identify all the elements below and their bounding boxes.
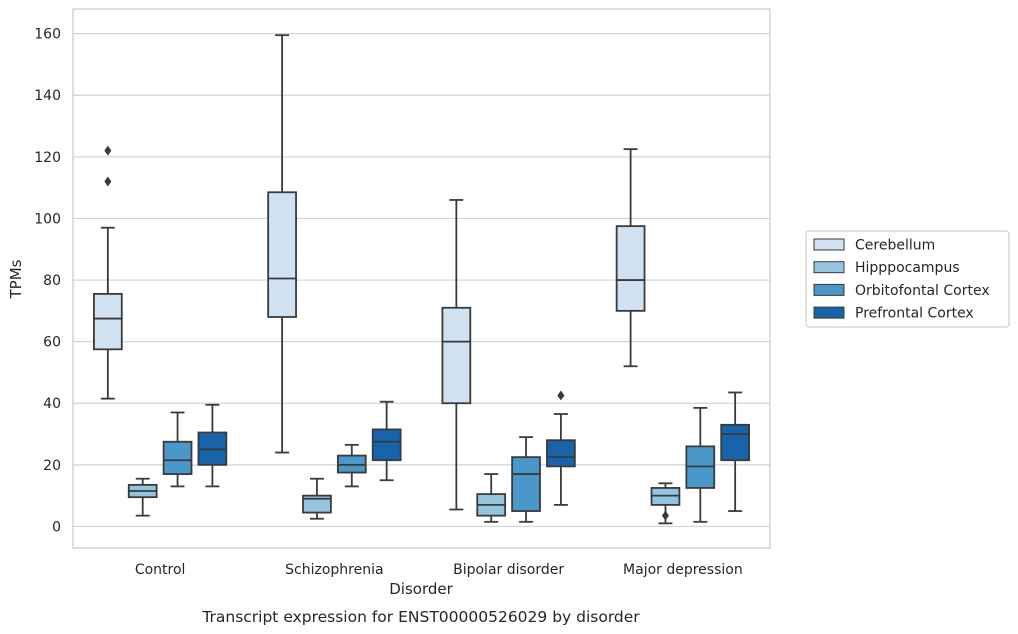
legend-entry: Cerebellum bbox=[855, 238, 935, 254]
chart-caption: Transcript expression for ENST0000052602… bbox=[201, 608, 640, 626]
box-cerebellum bbox=[267, 34, 297, 454]
iqr-box bbox=[511, 456, 541, 512]
box-hipppocampus bbox=[127, 477, 158, 517]
iqr-box bbox=[302, 494, 332, 514]
plot-frame bbox=[72, 8, 771, 549]
x-tick-label: Schizophrenia bbox=[285, 562, 383, 578]
y-tick-label: 140 bbox=[34, 88, 61, 104]
y-tick-label: 120 bbox=[34, 150, 61, 166]
outlier-point bbox=[104, 176, 112, 187]
iqr-box bbox=[371, 428, 402, 462]
x-axis-label: Disorder bbox=[389, 580, 453, 598]
y-tick-label: 0 bbox=[52, 519, 61, 535]
box-hipppocampus bbox=[302, 477, 332, 520]
x-tick-label: Control bbox=[135, 562, 186, 578]
iqr-box bbox=[615, 225, 646, 312]
y-tick-label: 60 bbox=[43, 335, 61, 351]
box-prefrontal-cortex bbox=[720, 391, 750, 512]
legend: Cerebellum Hipppocampus Orbitofontal Corte… bbox=[805, 230, 1010, 328]
iqr-box bbox=[267, 191, 297, 318]
box-hipppocampus bbox=[650, 482, 681, 525]
box-prefrontal-cortex bbox=[546, 390, 576, 506]
outlier-point bbox=[557, 390, 565, 401]
legend-swatch bbox=[813, 283, 845, 296]
legend-entry: Orbitofontal Cortex bbox=[855, 283, 990, 299]
legend-swatch bbox=[813, 261, 845, 274]
outlier-point bbox=[661, 510, 669, 521]
legend-swatch bbox=[813, 306, 845, 319]
legend-entry: Hipppocampus bbox=[855, 260, 960, 276]
iqr-box bbox=[546, 439, 576, 468]
iqr-box bbox=[93, 292, 123, 351]
box-orbitofontal-cortex bbox=[336, 443, 367, 488]
box-cerebellum bbox=[615, 148, 646, 368]
y-tick-label: 80 bbox=[43, 273, 61, 289]
box-orbitofontal-cortex bbox=[685, 406, 716, 523]
legend-frame bbox=[805, 230, 1010, 328]
legend-swatch bbox=[813, 238, 845, 251]
y-axis-label: TPMs bbox=[7, 259, 25, 299]
box-groups bbox=[93, 34, 750, 525]
outlier-point bbox=[104, 145, 112, 156]
box-orbitofontal-cortex bbox=[162, 411, 193, 488]
x-tick-labels: Control Schizophrenia Bipolar disorder Majo… bbox=[135, 562, 743, 578]
y-tick-labels: 0 20 40 60 80 100 120 140 160 bbox=[34, 27, 61, 536]
iqr-box bbox=[162, 440, 193, 475]
box-cerebellum bbox=[441, 199, 472, 511]
iqr-box bbox=[441, 306, 472, 405]
box-orbitofontal-cortex bbox=[511, 436, 541, 523]
x-tick-label: Bipolar disorder bbox=[453, 562, 564, 578]
y-tick-label: 20 bbox=[43, 458, 61, 474]
y-tick-label: 160 bbox=[34, 27, 61, 43]
y-tick-label: 100 bbox=[34, 211, 61, 227]
legend-entry: Prefrontal Cortex bbox=[855, 306, 974, 322]
box-cerebellum bbox=[93, 145, 123, 400]
y-tick-label: 40 bbox=[43, 396, 61, 412]
box-prefrontal-cortex bbox=[371, 400, 402, 482]
iqr-box bbox=[720, 423, 750, 462]
box-hipppocampus bbox=[476, 473, 507, 523]
box-prefrontal-cortex bbox=[197, 403, 228, 488]
x-tick-label: Major depression bbox=[623, 562, 743, 578]
